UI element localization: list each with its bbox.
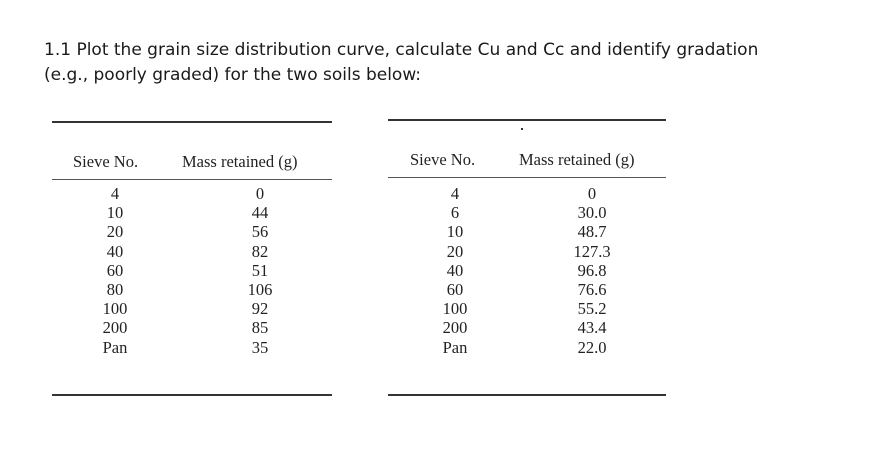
question-line-1: 1.1 Plot the grain size distribution cur… bbox=[44, 40, 759, 60]
table-1-header-sieve: Sieve No. bbox=[73, 152, 139, 171]
table-1-mass-cell: 92 bbox=[251, 299, 269, 319]
table-1-sieve-cell: 4 bbox=[110, 184, 120, 203]
table-1-mass-cell: 82 bbox=[251, 241, 269, 261]
table-1-mass-cell: 35 bbox=[251, 337, 269, 357]
table-2-sieve-column: 4 6 10 20 40 60 100 200 Pan bbox=[420, 184, 490, 357]
table-1-sieve-cell: 100 bbox=[102, 299, 128, 319]
table-2-sieve-cell: 20 bbox=[446, 241, 464, 261]
table-1-mass-column: 0 44 56 82 51 106 92 85 35 bbox=[220, 184, 300, 357]
table-2-sieve-cell: 4 bbox=[450, 184, 460, 203]
table-2-mass-cell: 0 bbox=[587, 184, 597, 203]
table-1-header-rule bbox=[52, 179, 332, 180]
table-2-mass-cell: 48.7 bbox=[577, 222, 607, 242]
table-1-mass-cell: 106 bbox=[247, 279, 273, 299]
table-2-sieve-cell: 10 bbox=[446, 222, 464, 242]
table-2-sieve-cell: 60 bbox=[446, 279, 464, 299]
table-2-header-rule bbox=[388, 177, 666, 178]
table-2-top-rule bbox=[388, 119, 666, 121]
table-2-mass-column: 0 30.0 48.7 127.3 96.8 76.6 55.2 43.4 22… bbox=[552, 184, 632, 357]
table-2-sieve-cell: 200 bbox=[442, 318, 468, 338]
table-1-mass-cell: 56 bbox=[251, 222, 269, 242]
table-2-bottom-rule bbox=[388, 394, 666, 396]
table-2-mass-cell: 30.0 bbox=[577, 203, 607, 223]
table-1-mass-cell: 44 bbox=[251, 203, 269, 223]
table-1-mass-cell: 0 bbox=[255, 184, 265, 203]
table-1-top-rule bbox=[52, 121, 332, 123]
table-1-sieve-cell: 10 bbox=[106, 203, 124, 223]
table-1-mass-cell: 51 bbox=[251, 260, 269, 280]
table-1-mass-cell: 85 bbox=[251, 318, 269, 338]
table-2-sieve-cell: 40 bbox=[446, 260, 464, 280]
table-1-sieve-cell: Pan bbox=[102, 337, 128, 357]
table-1-sieve-cell: 60 bbox=[106, 260, 124, 280]
table-2-sieve-cell: 6 bbox=[450, 203, 460, 223]
question-line-2: (e.g., poorly graded) for the two soils … bbox=[44, 65, 422, 85]
table-2-sieve-cell: Pan bbox=[442, 337, 468, 357]
table-2-mass-cell: 43.4 bbox=[577, 318, 607, 338]
table-2-sieve-cell: 100 bbox=[442, 299, 468, 319]
table-2-mass-cell: 96.8 bbox=[577, 260, 607, 280]
question-text: 1.1 Plot the grain size distribution cur… bbox=[44, 38, 844, 88]
table-2-header-mass: Mass retained (g) bbox=[519, 150, 635, 169]
table-2-mass-cell: 22.0 bbox=[577, 337, 607, 357]
table-1-sieve-cell: 80 bbox=[106, 279, 124, 299]
table-1-sieve-cell: 40 bbox=[106, 241, 124, 261]
table-2-mass-cell: 76.6 bbox=[577, 279, 607, 299]
table-2-mass-cell: 55.2 bbox=[577, 299, 607, 319]
table-1-sieve-column: 4 10 20 40 60 80 100 200 Pan bbox=[80, 184, 150, 357]
table-1-bottom-rule bbox=[52, 394, 332, 396]
scan-speck bbox=[521, 128, 523, 130]
table-1-sieve-cell: 200 bbox=[102, 318, 128, 338]
table-2-header-sieve: Sieve No. bbox=[410, 150, 476, 169]
table-1-sieve-cell: 20 bbox=[106, 222, 124, 242]
table-2-mass-cell: 127.3 bbox=[573, 241, 611, 261]
table-1-header-mass: Mass retained (g) bbox=[182, 152, 298, 171]
